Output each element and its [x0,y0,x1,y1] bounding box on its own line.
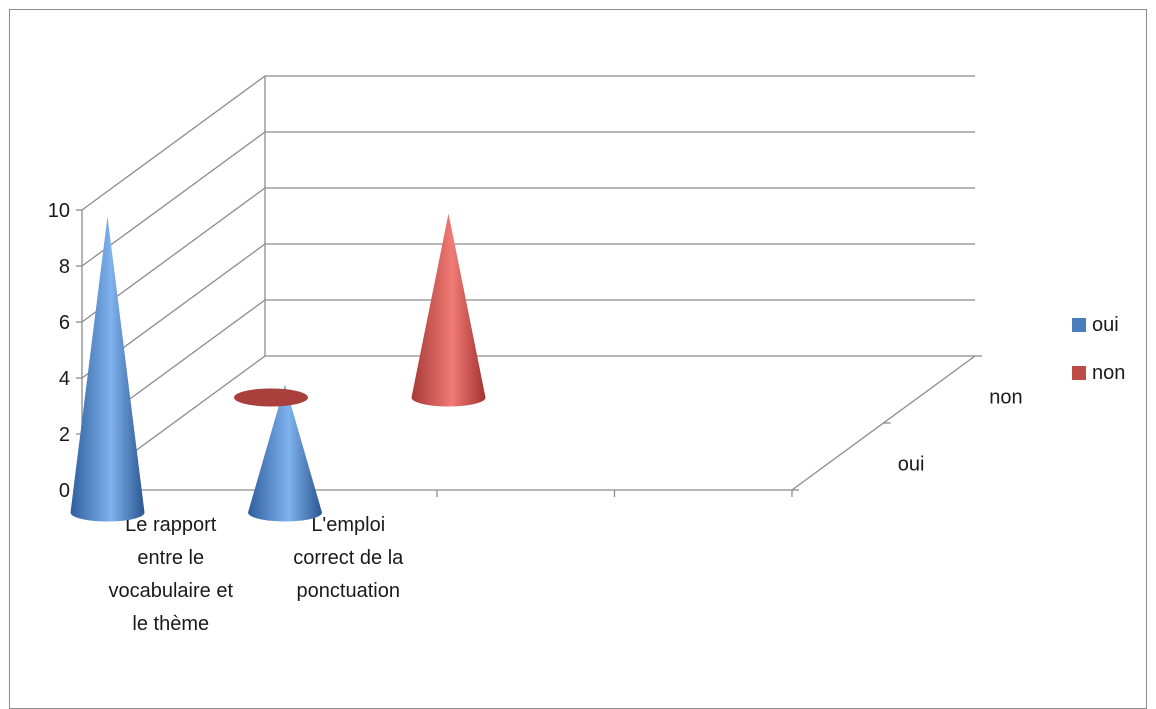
legend: oui non [1072,314,1125,384]
category-label-line: le thème [132,613,209,635]
y-tick-label: 8 [59,256,70,278]
depth-label: non [989,387,1022,409]
depth-label: oui [898,454,925,476]
gridline-side-10 [81,75,266,211]
legend-label-oui: oui [1092,314,1119,336]
category-label-line: ponctuation [297,580,400,602]
depth-axis: oui non [792,355,1023,491]
cone-non-flat [234,388,308,407]
y-tick-label: 0 [59,480,70,502]
legend-swatch-non [1072,366,1086,380]
cone-non [411,213,486,407]
y-tick-label: 10 [48,200,70,222]
chart-frame [9,9,1147,709]
y-axis: 0 2 4 6 8 10 [48,200,82,502]
y-tick-label: 2 [59,424,70,446]
y-tick-label: 6 [59,312,70,334]
y-tick-label: 4 [59,368,70,390]
legend-label-non: non [1092,362,1125,384]
category-label-line: L'emploi [311,514,385,536]
category-label-line: entre le [137,547,204,569]
legend-swatch-oui [1072,318,1086,332]
cone-oui [70,216,145,522]
category-label-line: Le rapport [125,514,217,536]
gridline-side-8 [81,131,266,267]
plot-walls [81,76,976,491]
cone-chart: 0 2 4 6 8 10 Le rapport entre le vocabulaire et… [48,75,1125,635]
cones [70,213,486,522]
x-axis: Le rapport entre le vocabulaire et le thème… [81,490,793,635]
gridlines [81,75,975,491]
category-label-line: correct de la [293,547,404,569]
category-label-line: vocabulaire et [108,580,233,602]
cone-oui [248,384,322,522]
